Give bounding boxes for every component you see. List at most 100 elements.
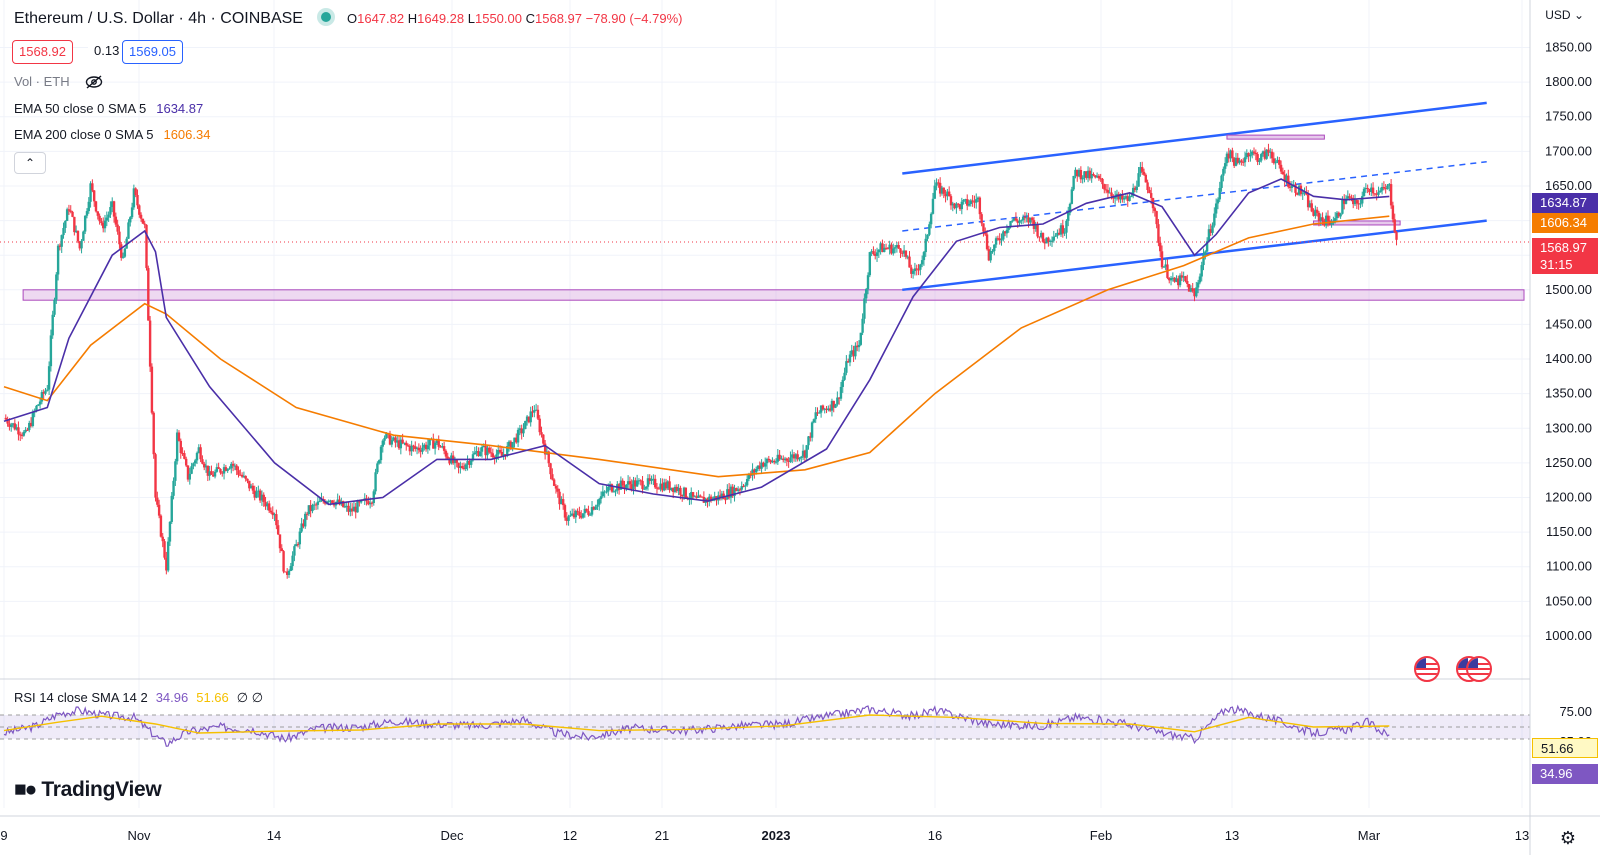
candle-body — [1097, 175, 1101, 179]
candle-body — [1288, 186, 1292, 188]
candle-body — [1209, 229, 1212, 233]
candle-body — [745, 478, 749, 486]
candle-body — [347, 505, 350, 512]
us-flag-icon[interactable] — [1466, 656, 1492, 682]
candle-body — [441, 446, 444, 448]
x-tick-label: 13 — [1225, 828, 1239, 843]
candle-body — [861, 318, 864, 333]
candle-body — [1308, 203, 1312, 208]
candle-body — [567, 516, 570, 521]
candle-body — [1159, 242, 1162, 252]
candle-body — [672, 487, 675, 492]
candle-body — [935, 182, 938, 186]
candle-body — [1077, 169, 1081, 177]
candle-body — [957, 203, 960, 205]
candle-body — [102, 223, 105, 229]
symbol-title[interactable]: Ethereum / U.S. Dollar · 4h · COINBASE O1… — [14, 10, 682, 28]
candle-body — [1236, 157, 1239, 163]
candle-body — [1180, 275, 1184, 278]
candle-body — [794, 454, 798, 459]
candle-body — [1205, 241, 1209, 252]
candle-body — [296, 544, 300, 546]
candle-body — [349, 508, 352, 512]
candle-body — [1184, 276, 1187, 281]
candle-body — [1225, 153, 1229, 164]
candle-body — [507, 441, 511, 447]
candle-body — [105, 217, 109, 221]
candle-body — [589, 514, 592, 516]
volume-legend[interactable]: Vol · ETH — [14, 74, 103, 89]
candle-body — [662, 482, 666, 491]
tradingview-logo[interactable]: ■● TradingView — [14, 778, 162, 802]
us-flag-icon[interactable] — [1414, 656, 1440, 682]
candle-body — [471, 454, 475, 461]
candle-body — [1045, 237, 1048, 244]
buy-price-button[interactable]: 1569.05 — [122, 40, 183, 64]
candle-body — [1283, 174, 1286, 182]
candle-body — [518, 428, 522, 430]
candle-body — [240, 474, 244, 477]
candle-body — [560, 499, 563, 505]
candle-body — [1128, 196, 1131, 201]
candle-body — [1014, 218, 1018, 221]
candle-body — [40, 392, 44, 402]
candle-body — [1020, 220, 1023, 222]
candle-body — [1135, 186, 1138, 191]
candle-body — [197, 447, 201, 453]
candle-body — [666, 481, 669, 489]
candle-body — [1371, 187, 1375, 194]
candle-body — [843, 372, 846, 380]
candle-body — [1335, 212, 1339, 219]
candle-body — [1050, 240, 1054, 242]
ema50-legend[interactable]: EMA 50 close 0 SMA 5 1634.87 — [14, 101, 203, 116]
candle-body — [522, 429, 525, 434]
y-tick-label: 1700.00 — [1545, 143, 1592, 158]
candle-body — [785, 458, 789, 461]
candle-body — [1137, 173, 1140, 187]
gear-icon[interactable]: ⚙ — [1559, 828, 1576, 848]
candle-body — [910, 267, 913, 274]
candle-body — [774, 461, 778, 463]
candle-body — [19, 434, 22, 436]
candle-body — [599, 496, 603, 500]
candle-body — [249, 485, 253, 489]
candle-body — [109, 207, 112, 215]
candle-body — [848, 354, 852, 363]
ema200-legend[interactable]: EMA 200 close 0 SMA 5 1606.34 — [14, 127, 210, 142]
candle-body — [583, 508, 587, 514]
candle-body — [708, 496, 711, 502]
eye-off-icon[interactable] — [85, 75, 103, 89]
candle-body — [291, 555, 294, 567]
candle-body — [866, 275, 870, 290]
rsi-legend[interactable]: RSI 14 close SMA 14 2 34.96 51.66 ∅ ∅ — [14, 690, 263, 706]
candle-body — [195, 452, 199, 461]
y-tick-label: 1250.00 — [1545, 455, 1592, 470]
candle-body — [700, 496, 704, 498]
candle-body — [933, 185, 936, 199]
candle-body — [491, 453, 495, 458]
support-box — [1313, 220, 1401, 226]
candle-body — [475, 451, 478, 453]
candle-body — [251, 485, 255, 491]
candle-body — [946, 191, 949, 197]
sell-price-button[interactable]: 1568.92 — [12, 40, 73, 64]
candle-body — [100, 221, 103, 224]
candle-body — [190, 466, 193, 474]
candle-body — [962, 199, 965, 202]
candle-body — [1296, 192, 1299, 195]
candle-body — [13, 423, 17, 430]
candle-body — [1279, 164, 1283, 172]
collapse-legend-button[interactable]: ⌃ — [14, 152, 46, 174]
currency-selector[interactable]: USD ⌄ — [1545, 8, 1584, 22]
candle-body — [28, 422, 31, 431]
candle-body — [1231, 150, 1234, 159]
y-tick-label: 1000.00 — [1545, 628, 1592, 643]
candle-body — [953, 203, 956, 209]
candle-body — [1160, 251, 1164, 268]
candle-body — [163, 541, 166, 558]
candle-body — [691, 492, 695, 497]
candle-body — [484, 445, 487, 456]
candle-body — [82, 231, 85, 241]
candle-body — [314, 504, 318, 506]
